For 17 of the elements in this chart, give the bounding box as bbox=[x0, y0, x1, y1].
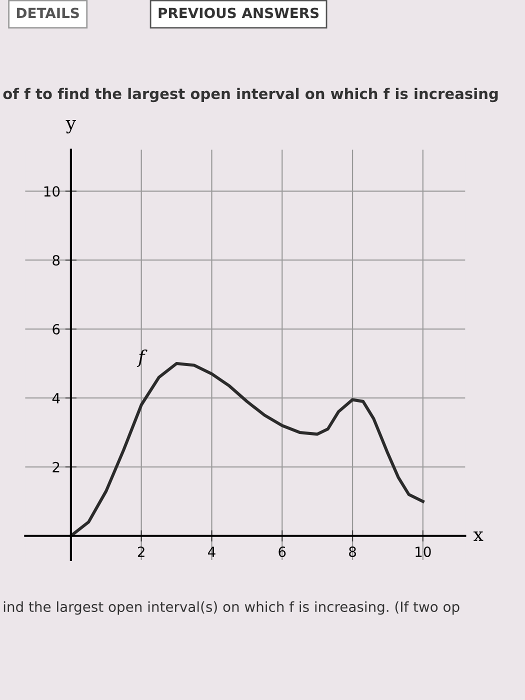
chart-title: of f to find the largest open interval on which f is increasing bbox=[3, 88, 498, 102]
y-tick-label: 6 bbox=[52, 324, 60, 335]
x-axis-title: x bbox=[473, 531, 484, 541]
text: ind the largest open interval(s) on which f is increasing. (If two op bbox=[4, 601, 460, 615]
text: DETAILS bbox=[17, 8, 79, 18]
x-tick-label: 2 bbox=[138, 546, 144, 557]
x-tick-label: 4 bbox=[208, 546, 216, 557]
y-axis-title: y bbox=[66, 120, 76, 134]
x-tick-label: 10 bbox=[416, 546, 431, 558]
x-tick-label: 8 bbox=[349, 546, 356, 558]
text: PREVIOUS ANSWERS bbox=[158, 8, 319, 18]
y-tick-label: 10 bbox=[44, 186, 60, 197]
series-label: f bbox=[136, 349, 148, 367]
y-tick-label: 8 bbox=[52, 255, 60, 266]
y-tick-label: 2 bbox=[52, 462, 60, 472]
y-tick-label: 4 bbox=[52, 393, 60, 404]
x-tick-label: 6 bbox=[278, 546, 286, 558]
